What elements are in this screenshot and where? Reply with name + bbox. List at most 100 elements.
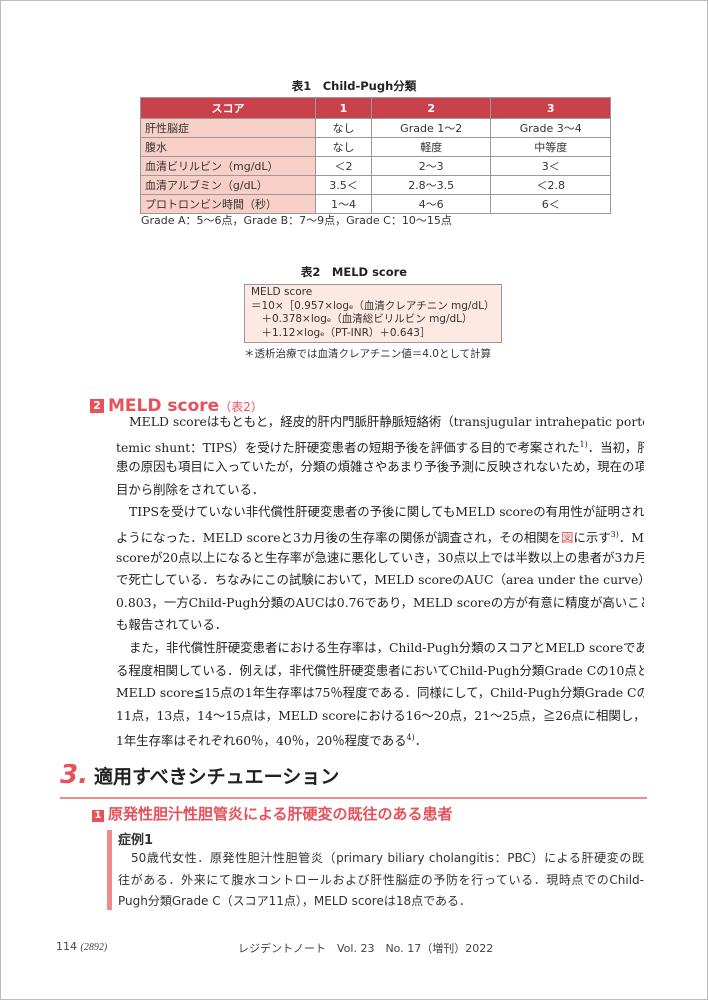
- cell: ＜2.8: [490, 175, 611, 195]
- cell: Grade 1～2: [370, 118, 492, 138]
- text-line: scoreが20点以上になると生存率が急速に悪化していき，30点以上では半数以上…: [116, 547, 644, 570]
- cell: 軽度: [370, 137, 492, 157]
- formula-line: ＋1.12×logₑ（PT-INR）＋0.643］: [251, 326, 431, 339]
- formula-line: ＝10×［0.957×logₑ（血清クレアチニン mg/dL）: [251, 299, 495, 312]
- text-segment: ようになった．MELD scoreと3カ月後の生存率の関係が調査され，その相関を: [116, 530, 562, 546]
- header-cell: スコア: [140, 97, 316, 119]
- table-header-row: スコア 1 2 3: [140, 97, 611, 119]
- text-line: 1年生存率はそれぞれ60％，40％，20％程度である4)．: [116, 727, 644, 750]
- row-label: 肝性脳症: [140, 118, 316, 138]
- row-label: 血清アルブミン（g/dL）: [140, 175, 316, 195]
- text-segment: 0.803，一方Child-Pugh分類のAUCは0.76であり，MELD sc…: [116, 594, 644, 610]
- cell: 2～3: [370, 156, 492, 176]
- cell: 1～4: [315, 194, 372, 214]
- table2-caption: 表2 MELD score: [300, 265, 408, 279]
- table1-note: Grade A：5～6点，Grade B：7～9点，Grade C：10～15点: [141, 214, 452, 227]
- heading-rule: [60, 797, 647, 799]
- text-segment: ．: [414, 733, 428, 749]
- citation-ref[interactable]: 1): [579, 439, 588, 449]
- formula-line: MELD score: [251, 286, 313, 298]
- text-segment: で死亡している．ちなみにこの試験において，MELD scoreのAUC（area…: [116, 572, 644, 588]
- text-line: また，非代償性肝硬変患者における生存率は，Child-Pugh分類のスコアとME…: [116, 637, 644, 660]
- text-line: temic shunt：TIPS）を受けた肝硬変患者の短期予後を評価する目的で考…: [116, 434, 644, 457]
- formula-line: ＋0.378×logₑ（血清総ビリルビン mg/dL）: [251, 313, 473, 325]
- text-line: ようになった．MELD scoreと3カ月後の生存率の関係が調査され，その相関を…: [116, 524, 644, 547]
- page-number: 114 (2892): [56, 940, 107, 953]
- case-sidebar: [107, 830, 112, 910]
- cell: 6＜: [490, 194, 611, 214]
- header-cell: 2: [370, 97, 492, 119]
- text-line: で死亡している．ちなみにこの試験において，MELD scoreのAUC（area…: [116, 569, 644, 592]
- case-line: Pugh分類Grade C（スコア11点），MELD scoreは18点である．: [118, 894, 471, 908]
- cell: 2.8～3.5: [370, 175, 492, 195]
- cell: なし: [315, 118, 372, 138]
- text-segment: ．MELD: [618, 530, 644, 546]
- text-line: TIPSを受けていない非代償性肝硬変患者の予後に関してもMELD scoreの有…: [116, 501, 644, 524]
- cell: 4～6: [370, 194, 492, 214]
- text-line: 患の原因も項目に入っていたが，分類の煩雑さやあまり予後予測に反映されないため，現…: [116, 456, 644, 479]
- row-label: 腹水: [140, 137, 316, 157]
- text-segment: に示す: [573, 530, 611, 546]
- case-line: 50歳代女性．原発性胆汁性胆管炎（primary biliary cholang…: [131, 851, 644, 865]
- text-line: 目から削除をされている．: [116, 479, 644, 502]
- child-pugh-table: スコア 1 2 3 肝性脳症 なし Grade 1～2 Grade 3～4 腹水 なし 軽度…: [140, 97, 611, 214]
- cell: なし: [315, 137, 372, 157]
- subsection-number: 1: [92, 810, 104, 822]
- header-cell: 1: [315, 97, 372, 119]
- cell: 3＜: [490, 156, 611, 176]
- cell: Grade 3～4: [490, 118, 611, 138]
- text-segment: MELD score≦15点の1年生存率は75％程度である．同様にして，Chil…: [116, 685, 644, 701]
- table-row: プロトロンビン時間（秒） 1～4 4～6 6＜: [140, 194, 611, 214]
- text-line: MELD scoreはもともと，経皮的肝内門脈肝静脈短絡術（transjugul…: [116, 411, 644, 434]
- header-cell: 3: [490, 97, 611, 119]
- text-segment: ．当初，肝疾: [587, 439, 644, 455]
- text-segment: scoreが20点以上になると生存率が急速に悪化していき，30点以上では半数以上…: [116, 549, 644, 565]
- text-segment: 1年生存率はそれぞれ60％，40％，20％程度である: [116, 733, 407, 749]
- text-segment: MELD scoreはもともと，経皮的肝内門脈肝静脈短絡術（transjugul…: [129, 414, 644, 429]
- text-segment: 患の原因も項目に入っていたが，分類の煩雑さやあまり予後予測に反映されないため，現…: [116, 459, 644, 475]
- table-row: 血清ビリルビン（mg/dL） ＜2 2～3 3＜: [140, 156, 611, 176]
- subsection-heading: 1 原発性胆汁性胆管炎による肝硬変の既往のある患者: [92, 803, 453, 824]
- section-number: 2: [90, 399, 104, 413]
- row-label: プロトロンビン時間（秒）: [140, 194, 316, 214]
- text-segment: また，非代償性肝硬変患者における生存率は，Child-Pugh分類のスコアとME…: [129, 639, 644, 655]
- section-heading-meld: 2 MELD score（表2）: [90, 396, 263, 416]
- text-line: も報告されている．: [116, 614, 644, 637]
- meld-formula-box: MELD score ＝10×［0.957×logₑ（血清クレアチニン mg/d…: [244, 284, 502, 343]
- case-title: 症例1: [118, 833, 154, 848]
- case-line: 往がある．外来にて腹水コントロールおよび肝性脳症の予防を行っている．現時点でのC…: [118, 872, 644, 887]
- paragraph: MELD scoreはもともと，経皮的肝内門脈肝静脈短絡術（transjugul…: [116, 411, 644, 501]
- subsection-title: 原発性胆汁性胆管炎による肝硬変の既往のある患者: [108, 805, 453, 823]
- paragraph: TIPSを受けていない非代償性肝硬変患者の予後に関してもMELD scoreの有…: [116, 501, 644, 637]
- text-line: 0.803，一方Child-Pugh分類のAUCは0.76であり，MELD sc…: [116, 592, 644, 615]
- table-reference-link[interactable]: （表2）: [219, 400, 263, 414]
- table2-note: ＊透析治療では血清クレアチニン値＝4.0として計算: [244, 348, 492, 360]
- text-segment: る程度相関している．例えば，非代償性肝硬変患者においてChild-Pugh分類G…: [116, 662, 644, 678]
- table1-caption: 表1 Child-Pugh分類: [291, 79, 417, 93]
- row-label: 血清ビリルビン（mg/dL）: [140, 156, 316, 176]
- text-line: 11点，13点，14～15点は，MELD scoreにおける16～20点，21～…: [116, 705, 644, 728]
- page-total: (2892): [80, 942, 108, 953]
- citation-ref[interactable]: 3): [610, 529, 619, 539]
- page-number-text: 114: [56, 940, 77, 953]
- text-segment: temic shunt：TIPS）を受けた肝硬変患者の短期予後を評価する目的で考…: [116, 439, 580, 455]
- table-row: 血清アルブミン（g/dL） 3.5＜ 2.8～3.5 ＜2.8: [140, 175, 611, 195]
- text-line: る程度相関している．例えば，非代償性肝硬変患者においてChild-Pugh分類G…: [116, 660, 644, 683]
- citation-ref[interactable]: 4): [406, 733, 415, 743]
- cell: 中等度: [490, 137, 611, 157]
- chapter-heading: 3. 適用すべきシチュエーション: [60, 760, 339, 790]
- chapter-number: 3.: [60, 760, 88, 790]
- journal-name: レジデントノート Vol. 23 No. 17（増刊）2022: [238, 942, 494, 955]
- text-segment: 11点，13点，14～15点は，MELD scoreにおける16～20点，21～…: [116, 707, 644, 723]
- body-text: MELD scoreはもともと，経皮的肝内門脈肝静脈短絡術（transjugul…: [116, 411, 644, 750]
- cell: 3.5＜: [315, 175, 372, 195]
- case-text: 50歳代女性．原発性胆汁性胆管炎（primary biliary cholang…: [118, 848, 644, 913]
- paragraph: また，非代償性肝硬変患者における生存率は，Child-Pugh分類のスコアとME…: [116, 637, 644, 750]
- text-segment: TIPSを受けていない非代償性肝硬変患者の予後に関してもMELD scoreの有…: [129, 504, 644, 520]
- figure-link[interactable]: 図: [561, 530, 574, 546]
- table-row: 肝性脳症 なし Grade 1～2 Grade 3～4: [140, 118, 611, 138]
- table-row: 腹水 なし 軽度 中等度: [140, 137, 611, 157]
- cell: ＜2: [315, 156, 372, 176]
- text-segment: も報告されている．: [116, 617, 228, 633]
- chapter-title: 適用すべきシチュエーション: [93, 766, 340, 788]
